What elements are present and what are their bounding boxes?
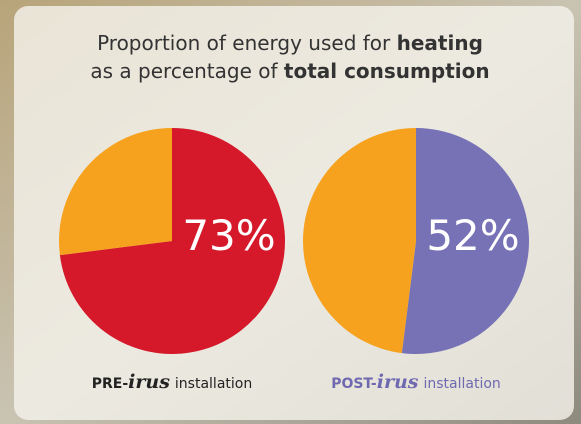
title-bold: total consumption: [284, 59, 490, 83]
caption-part: irus: [128, 371, 170, 393]
caption-part: POST-: [331, 376, 377, 392]
title-text: Proportion of energy used for: [97, 31, 391, 55]
caption-part: irus: [377, 371, 419, 393]
value-label: 73%: [182, 211, 275, 260]
title-text: as a percentage of: [90, 59, 278, 83]
title-line-2: as a percentage of total consumption: [90, 59, 489, 83]
title-bold: heating: [397, 31, 483, 55]
value-label: 52%: [426, 211, 519, 260]
caption-part: installation: [175, 376, 252, 392]
caption-part: PRE-: [92, 376, 129, 392]
caption-part: installation: [424, 376, 501, 392]
infographic: Proportion of energy used for heating as…: [0, 0, 581, 424]
title-line-1: Proportion of energy used for heating: [97, 31, 483, 55]
